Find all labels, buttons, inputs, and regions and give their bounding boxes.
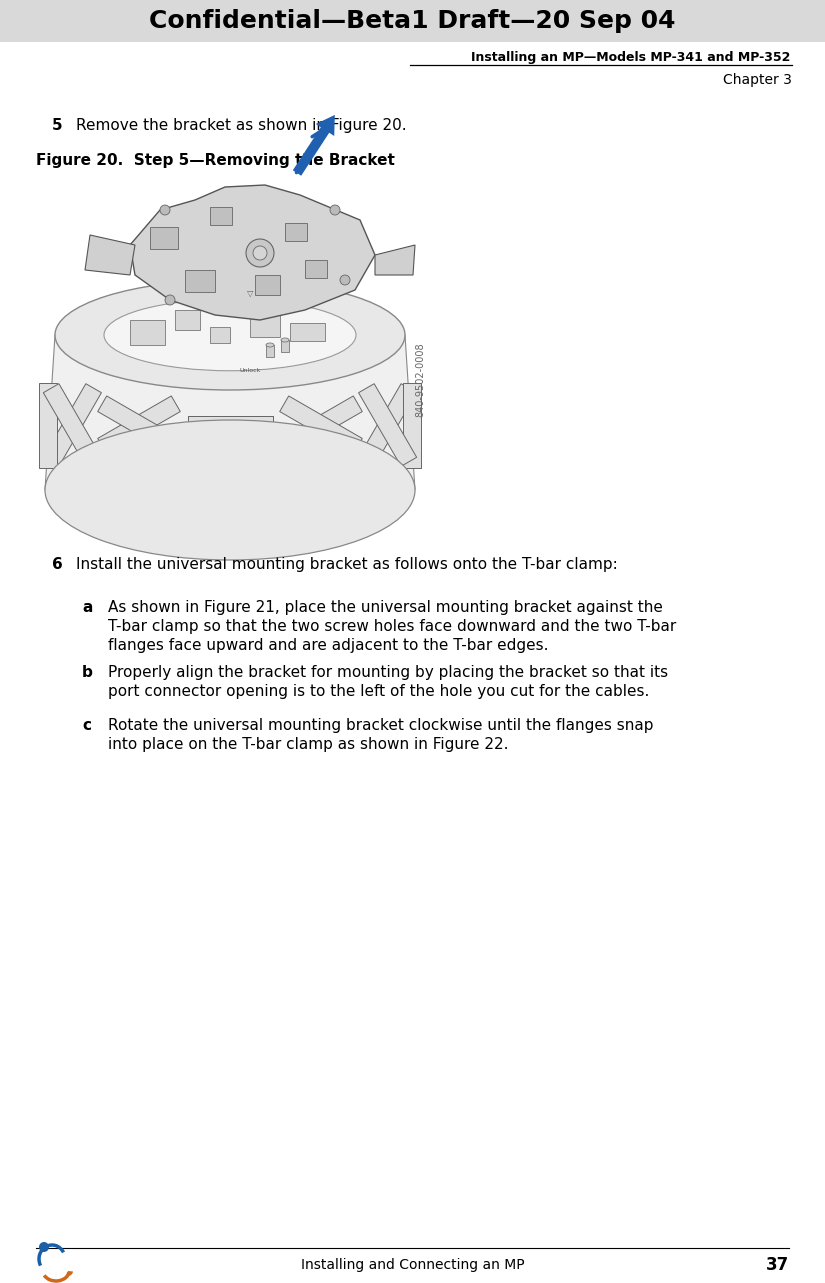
Text: Rotate the universal mounting bracket clockwise until the flanges snap: Rotate the universal mounting bracket cl… [108, 718, 653, 733]
Text: ▽: ▽ [247, 289, 253, 298]
Bar [44, 384, 101, 466]
Circle shape [160, 205, 170, 216]
Circle shape [39, 1242, 49, 1252]
Polygon shape [85, 235, 135, 275]
Text: 5: 5 [52, 118, 63, 133]
Bar [130, 319, 165, 345]
Circle shape [330, 205, 340, 216]
Bar [0, 0, 825, 42]
Text: a: a [82, 600, 92, 615]
FancyArrow shape [293, 115, 335, 176]
Bar [359, 384, 417, 466]
Text: Remove the bracket as shown in Figure 20.: Remove the bracket as shown in Figure 20… [76, 118, 407, 133]
Text: 6: 6 [52, 557, 63, 572]
Text: into place on the T-bar clamp as shown in Figure 22.: into place on the T-bar clamp as shown i… [108, 736, 508, 752]
Bar [280, 396, 362, 454]
Text: Chapter 3: Chapter 3 [724, 73, 792, 87]
Bar [280, 396, 362, 454]
Ellipse shape [281, 337, 289, 343]
Bar [185, 269, 215, 293]
Bar [250, 316, 280, 337]
Bar [266, 345, 274, 357]
Ellipse shape [266, 343, 274, 346]
Bar [39, 382, 57, 467]
Bar [210, 207, 232, 225]
Circle shape [165, 295, 175, 305]
Bar [175, 310, 200, 330]
Circle shape [340, 275, 350, 285]
Text: Installing and Connecting an MP: Installing and Connecting an MP [300, 1259, 525, 1271]
Bar [44, 384, 101, 466]
Text: port connector opening is to the left of the hole you cut for the cables.: port connector opening is to the left of… [108, 684, 649, 699]
Text: Installing an MP—Models MP-341 and MP-352: Installing an MP—Models MP-341 and MP-35… [470, 50, 790, 63]
Polygon shape [130, 185, 375, 319]
Text: Figure 20.  Step 5—Removing the Bracket: Figure 20. Step 5—Removing the Bracket [36, 153, 395, 168]
Text: flanges face upward and are adjacent to the T-bar edges.: flanges face upward and are adjacent to … [108, 638, 549, 653]
Bar [281, 340, 289, 352]
Bar [97, 396, 181, 454]
Bar [187, 416, 272, 434]
Bar [187, 416, 272, 434]
Text: Confidential—Beta1 Draft—20 Sep 04: Confidential—Beta1 Draft—20 Sep 04 [149, 9, 676, 33]
Text: c: c [82, 718, 91, 733]
Text: b: b [82, 665, 93, 680]
Circle shape [246, 239, 274, 267]
Text: 840-9502-0008: 840-9502-0008 [415, 343, 425, 417]
Ellipse shape [55, 280, 405, 390]
Text: Install the universal mounting bracket as follows onto the T-bar clamp:: Install the universal mounting bracket a… [76, 557, 618, 572]
Text: As shown in Figure 21, place the universal mounting bracket against the: As shown in Figure 21, place the univers… [108, 600, 662, 615]
Bar [97, 396, 181, 454]
Bar [359, 384, 417, 466]
Bar [305, 260, 327, 278]
Text: Properly align the bracket for mounting by placing the bracket so that its: Properly align the bracket for mounting … [108, 665, 668, 680]
Bar [290, 323, 325, 341]
Bar [285, 223, 307, 241]
Bar [403, 382, 421, 467]
Text: T-bar clamp so that the two screw holes face downward and the two T-bar: T-bar clamp so that the two screw holes … [108, 618, 676, 634]
Text: Unlock: Unlock [239, 367, 261, 372]
Text: 37: 37 [766, 1256, 789, 1274]
Ellipse shape [45, 420, 415, 559]
Ellipse shape [104, 299, 356, 371]
Bar [150, 227, 178, 249]
Polygon shape [45, 335, 415, 490]
Bar [255, 275, 280, 295]
Wedge shape [67, 1271, 73, 1277]
Polygon shape [375, 245, 415, 275]
Bar [210, 327, 230, 343]
Circle shape [253, 246, 267, 260]
